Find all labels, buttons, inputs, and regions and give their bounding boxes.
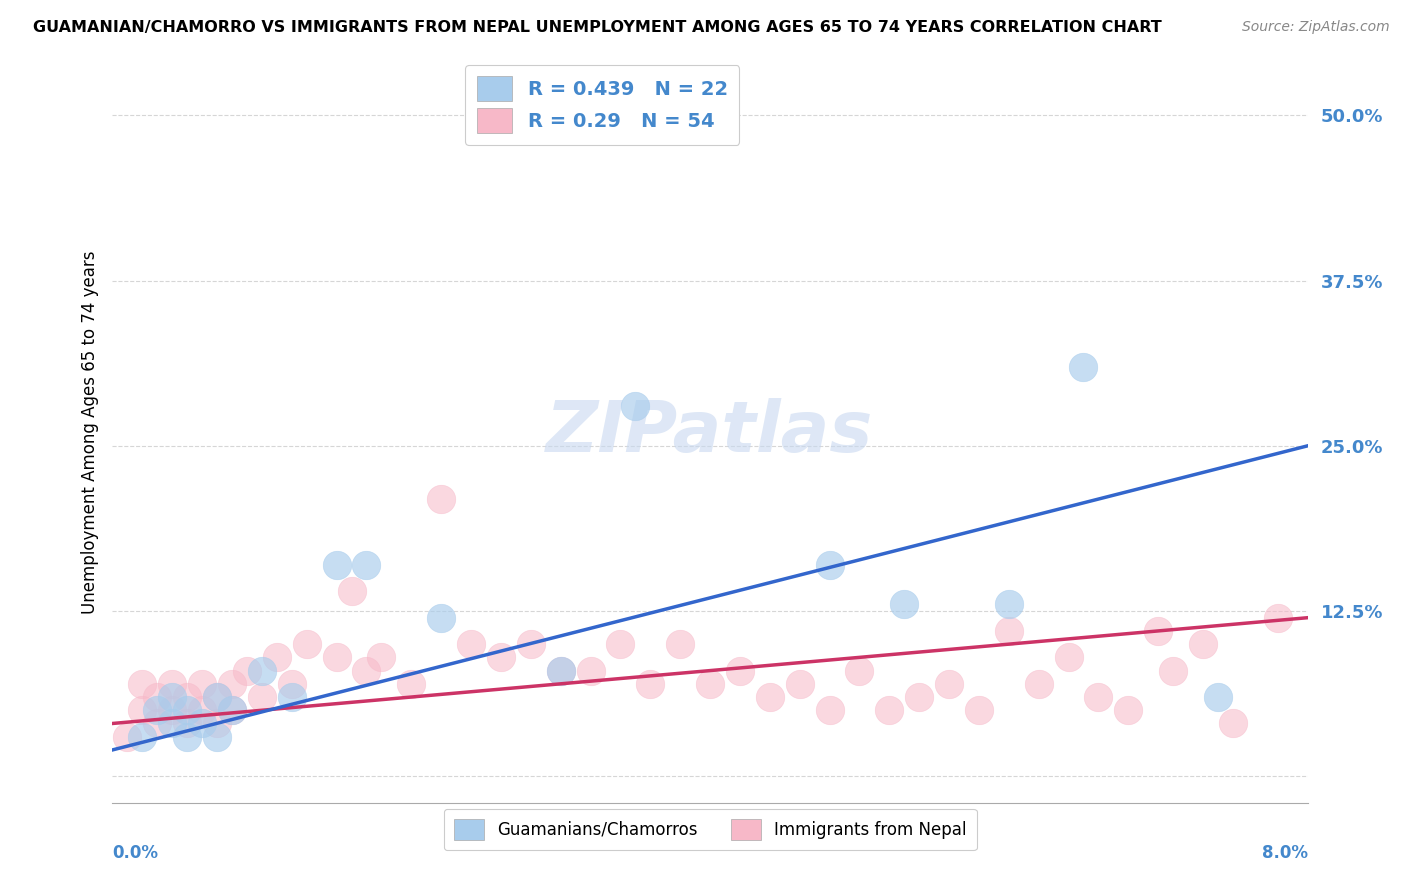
- Point: [550, 664, 572, 678]
- Point: [818, 703, 841, 717]
- Point: [162, 690, 183, 704]
- Point: [176, 716, 198, 731]
- Y-axis label: Unemployment Among Ages 65 to 74 years: Unemployment Among Ages 65 to 74 years: [80, 251, 98, 615]
- Text: 0.0%: 0.0%: [112, 844, 159, 862]
- Text: 8.0%: 8.0%: [1261, 844, 1308, 862]
- Point: [205, 690, 228, 704]
- Point: [250, 664, 273, 678]
- Point: [1267, 611, 1289, 625]
- Text: GUAMANIAN/CHAMORRO VS IMMIGRANTS FROM NEPAL UNEMPLOYMENT AMONG AGES 65 TO 74 YEA: GUAMANIAN/CHAMORRO VS IMMIGRANTS FROM NE…: [34, 20, 1161, 35]
- Point: [370, 650, 392, 665]
- Point: [162, 716, 183, 731]
- Point: [176, 703, 198, 717]
- Point: [1192, 637, 1215, 651]
- Point: [848, 664, 870, 678]
- Point: [146, 716, 169, 731]
- Point: [221, 677, 243, 691]
- Point: [221, 703, 243, 717]
- Point: [146, 690, 169, 704]
- Point: [669, 637, 692, 651]
- Point: [281, 690, 304, 704]
- Point: [162, 677, 183, 691]
- Point: [699, 677, 721, 691]
- Point: [728, 664, 751, 678]
- Point: [489, 650, 512, 665]
- Point: [281, 677, 304, 691]
- Point: [998, 598, 1021, 612]
- Point: [131, 730, 153, 744]
- Point: [430, 611, 453, 625]
- Point: [640, 677, 662, 691]
- Point: [460, 637, 482, 651]
- Point: [789, 677, 811, 691]
- Point: [550, 664, 572, 678]
- Point: [221, 703, 243, 717]
- Point: [191, 703, 214, 717]
- Point: [325, 650, 347, 665]
- Point: [356, 558, 378, 572]
- Point: [1087, 690, 1109, 704]
- Point: [998, 624, 1021, 638]
- Point: [938, 677, 960, 691]
- Point: [1057, 650, 1080, 665]
- Point: [1118, 703, 1140, 717]
- Point: [818, 558, 841, 572]
- Point: [877, 703, 901, 717]
- Point: [908, 690, 931, 704]
- Point: [162, 703, 183, 717]
- Point: [609, 637, 631, 651]
- Point: [325, 558, 347, 572]
- Text: Source: ZipAtlas.com: Source: ZipAtlas.com: [1241, 20, 1389, 34]
- Point: [176, 690, 198, 704]
- Point: [624, 399, 647, 413]
- Point: [131, 703, 153, 717]
- Point: [205, 716, 228, 731]
- Point: [191, 677, 214, 691]
- Point: [430, 491, 453, 506]
- Point: [893, 598, 915, 612]
- Point: [401, 677, 423, 691]
- Point: [579, 664, 602, 678]
- Point: [205, 690, 228, 704]
- Point: [520, 637, 543, 651]
- Point: [1206, 690, 1229, 704]
- Point: [1222, 716, 1244, 731]
- Point: [205, 730, 228, 744]
- Point: [146, 703, 169, 717]
- Point: [250, 690, 273, 704]
- Text: ZIPatlas: ZIPatlas: [547, 398, 873, 467]
- Point: [117, 730, 139, 744]
- Point: [967, 703, 990, 717]
- Point: [1073, 359, 1095, 374]
- Point: [356, 664, 378, 678]
- Point: [340, 584, 363, 599]
- Point: [1161, 664, 1184, 678]
- Point: [295, 637, 318, 651]
- Point: [1028, 677, 1050, 691]
- Point: [176, 730, 198, 744]
- Point: [1147, 624, 1170, 638]
- Point: [191, 716, 214, 731]
- Point: [266, 650, 288, 665]
- Point: [236, 664, 259, 678]
- Point: [759, 690, 782, 704]
- Legend: Guamanians/Chamorros, Immigrants from Nepal: Guamanians/Chamorros, Immigrants from Ne…: [443, 808, 977, 850]
- Point: [131, 677, 153, 691]
